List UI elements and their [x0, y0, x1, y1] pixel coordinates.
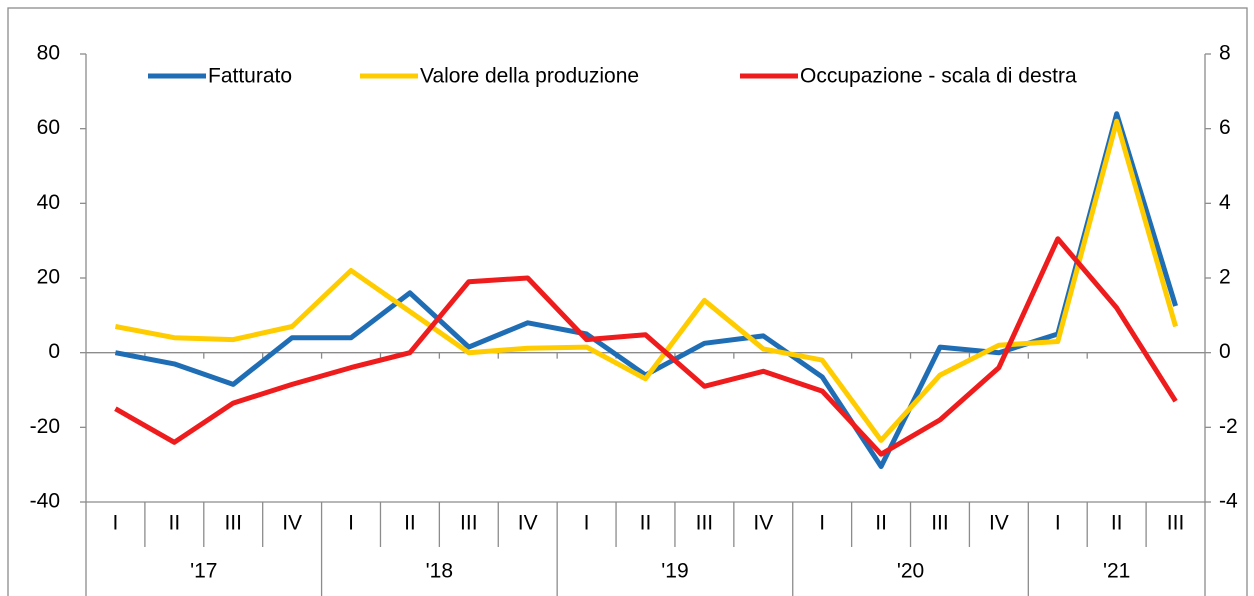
y-tick-label: 20: [37, 266, 60, 289]
series-line: [114, 118, 1179, 443]
y2-tick-label: -4: [1219, 490, 1238, 513]
legend-label: Occupazione - scala di destra: [800, 65, 1077, 88]
x-tick-label: II: [640, 512, 652, 535]
x-tick-label: I: [584, 512, 590, 535]
x-tick-label: I: [819, 512, 825, 535]
y2-tick-label: 6: [1219, 116, 1231, 139]
x-tick-label: I: [1055, 512, 1061, 535]
x-tick-label: II: [875, 512, 887, 535]
x-tick-label: IV: [989, 512, 1009, 535]
x-tick-label: IV: [753, 512, 773, 535]
x-tick-label: III: [460, 512, 478, 535]
x-group-label: '18: [426, 560, 453, 583]
x-tick-label: II: [404, 512, 416, 535]
y-tick-label: -20: [30, 415, 60, 438]
x-tick-label: IV: [282, 512, 302, 535]
y2-tick-label: 0: [1219, 340, 1231, 363]
x-tick-label: III: [696, 512, 714, 535]
y-tick-label: 0: [48, 340, 60, 363]
x-tick-label: III: [1167, 512, 1185, 535]
series-line: [114, 236, 1178, 457]
x-tick-label: II: [1111, 512, 1123, 535]
series-line: [114, 111, 1178, 469]
y-tick-label: 60: [37, 116, 60, 139]
x-group-label: '21: [1103, 560, 1130, 583]
x-tick-label: II: [169, 512, 181, 535]
x-tick-label: I: [348, 512, 354, 535]
y-tick-label: 80: [37, 42, 60, 65]
legend-label: Valore della produzione: [420, 65, 639, 88]
y2-tick-label: 2: [1219, 266, 1231, 289]
x-tick-label: III: [931, 512, 949, 535]
x-tick-label: IV: [518, 512, 538, 535]
x-group-label: '17: [190, 560, 217, 583]
x-group-label: '19: [661, 560, 688, 583]
y2-tick-label: 4: [1219, 191, 1231, 214]
y-tick-label: 40: [37, 191, 60, 214]
legend-label: Fatturato: [208, 65, 292, 88]
x-group-label: '20: [897, 560, 924, 583]
chart-border: [7, 7, 1248, 596]
x-tick-label: III: [224, 512, 242, 535]
y2-tick-label: -2: [1219, 415, 1238, 438]
y-tick-label: -40: [30, 490, 60, 513]
x-tick-label: I: [113, 512, 119, 535]
y2-tick-label: 8: [1219, 42, 1231, 65]
